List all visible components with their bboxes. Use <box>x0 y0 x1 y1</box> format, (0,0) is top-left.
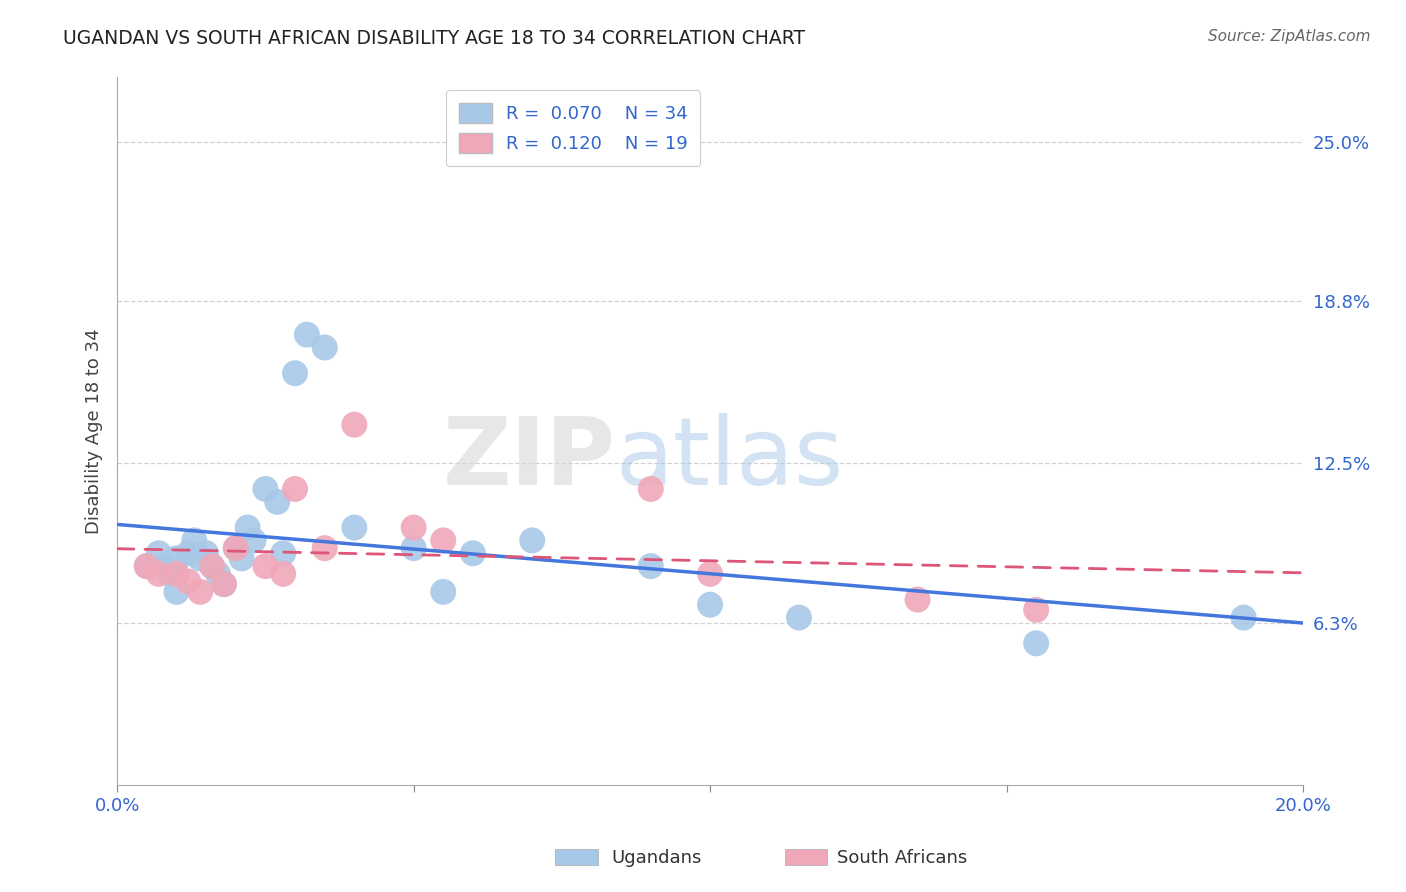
Point <box>166 566 188 581</box>
Point <box>432 533 454 548</box>
Point <box>522 533 544 548</box>
Point <box>207 566 229 581</box>
Point <box>640 482 662 496</box>
Point <box>225 541 247 555</box>
Point <box>461 546 484 560</box>
Point <box>284 482 307 496</box>
Point <box>242 533 264 548</box>
Point <box>343 520 366 534</box>
Point <box>166 551 188 566</box>
Point <box>166 585 188 599</box>
Point <box>177 546 200 560</box>
Text: UGANDAN VS SOUTH AFRICAN DISABILITY AGE 18 TO 34 CORRELATION CHART: UGANDAN VS SOUTH AFRICAN DISABILITY AGE … <box>63 29 806 47</box>
Point <box>271 546 294 560</box>
Point <box>314 341 336 355</box>
Legend: R =  0.070    N = 34, R =  0.120    N = 19: R = 0.070 N = 34, R = 0.120 N = 19 <box>446 90 700 166</box>
Point <box>284 366 307 380</box>
Point <box>201 559 224 574</box>
Point <box>432 585 454 599</box>
Point <box>343 417 366 432</box>
Point <box>907 592 929 607</box>
Point <box>159 566 181 581</box>
Point <box>188 585 211 599</box>
Text: Source: ZipAtlas.com: Source: ZipAtlas.com <box>1208 29 1371 44</box>
Point <box>177 574 200 589</box>
Point <box>225 541 247 555</box>
Point <box>195 546 218 560</box>
Point <box>402 541 425 555</box>
Point <box>166 566 188 581</box>
Text: ZIP: ZIP <box>443 413 616 506</box>
Point <box>295 327 318 342</box>
Point <box>640 559 662 574</box>
Point <box>402 520 425 534</box>
Point <box>787 610 810 624</box>
Point <box>148 566 170 581</box>
Point <box>212 577 235 591</box>
Point <box>254 559 277 574</box>
Point <box>231 551 253 566</box>
Point <box>201 559 224 574</box>
Point <box>188 551 211 566</box>
Point <box>135 559 157 574</box>
Point <box>266 495 288 509</box>
Y-axis label: Disability Age 18 to 34: Disability Age 18 to 34 <box>86 328 103 534</box>
Point <box>271 566 294 581</box>
Text: Ugandans: Ugandans <box>612 849 702 867</box>
Point <box>212 577 235 591</box>
Point <box>1233 610 1256 624</box>
Point <box>1025 603 1047 617</box>
Point <box>254 482 277 496</box>
Point <box>236 520 259 534</box>
Point <box>148 546 170 560</box>
Text: atlas: atlas <box>616 413 844 506</box>
Text: South Africans: South Africans <box>837 849 967 867</box>
Point <box>1025 636 1047 650</box>
Point <box>699 566 721 581</box>
Point <box>699 598 721 612</box>
Point <box>183 533 205 548</box>
Point <box>135 559 157 574</box>
Point <box>314 541 336 555</box>
Point <box>153 559 176 574</box>
